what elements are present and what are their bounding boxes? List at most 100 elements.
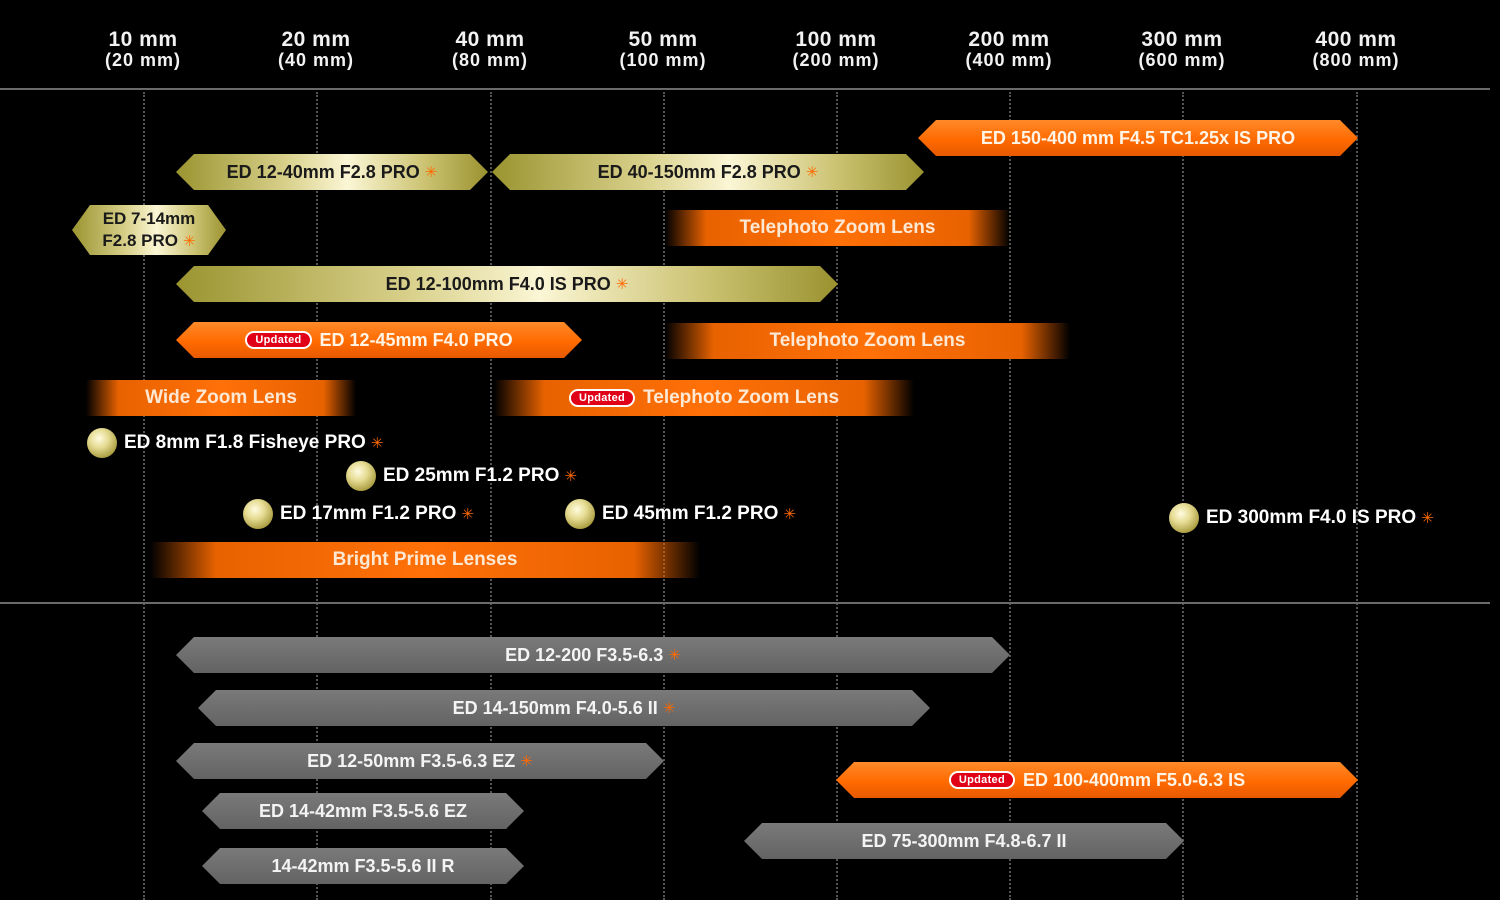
lens-bar-7-14: ED 7-14mm F2.8 PRO ✳ <box>72 205 226 255</box>
category-label: Telephoto Zoom Lens <box>769 330 966 351</box>
asterisk-icon: ✳ <box>370 435 384 452</box>
lens-label-line2: F2.8 PRO <box>102 230 178 250</box>
gridline <box>836 92 838 900</box>
gridline <box>663 92 665 900</box>
asterisk-icon: ✳ <box>662 700 676 717</box>
asterisk-icon: ✳ <box>183 232 196 250</box>
updated-badge: Updated <box>949 771 1015 789</box>
prime-label: ED 8mm F1.8 Fisheye PRO <box>124 432 366 453</box>
asterisk-icon: ✳ <box>461 506 474 523</box>
prime-17mm: ED 17mm F1.2 PRO ✳ <box>243 498 474 530</box>
lens-bar-100-400: Updated ED 100-400mm F5.0-6.3 IS <box>836 762 1358 798</box>
lens-bar-14-42-ez: ED 14-42mm F3.5-5.6 EZ <box>202 793 524 829</box>
lens-label: ED 100-400mm F5.0-6.3 IS <box>1022 769 1246 790</box>
lens-bar-12-100: ED 12-100mm F4.0 IS PRO ✳ <box>176 266 838 302</box>
prime-lens-icon <box>565 499 595 529</box>
lens-label: ED 12-200 F3.5-6.3 <box>505 644 664 665</box>
prime-label: ED 300mm F4.0 IS PRO <box>1206 507 1417 528</box>
category-label: Telephoto Zoom Lens <box>739 217 936 238</box>
axis-equivalent: (100 mm) <box>619 50 707 70</box>
axis-focal-length: 400 mm <box>1315 28 1397 51</box>
lens-label-line2-wrap: F2.8 PRO ✳ <box>102 230 195 253</box>
axis-focal-length: 20 mm <box>281 28 351 51</box>
asterisk-icon: ✳ <box>805 164 819 181</box>
lens-bar-12-40: ED 12-40mm F2.8 PRO ✳ <box>176 154 488 190</box>
axis-label-300mm: 300 mm (600 mm) <box>1112 28 1252 70</box>
updated-badge: Updated <box>245 331 311 349</box>
prime-lens-icon <box>87 428 117 458</box>
lens-bar-150-400: ED 150-400 mm F4.5 TC1.25x IS PRO <box>918 120 1358 156</box>
prime-45mm: ED 45mm F1.2 PRO ✳ <box>565 498 796 530</box>
category-telephoto-zoom-1: Telephoto Zoom Lens <box>665 210 1010 246</box>
prime-8mm: ED 8mm F1.8 Fisheye PRO ✳ <box>87 427 383 459</box>
category-telephoto-zoom-2: Telephoto Zoom Lens <box>665 323 1070 359</box>
axis-label-200mm: 200 mm (400 mm) <box>939 28 1079 70</box>
asterisk-icon: ✳ <box>564 468 577 485</box>
lens-bar-14-42-r: 14-42mm F3.5-5.6 II R <box>202 848 524 884</box>
lens-bar-75-300: ED 75-300mm F4.8-6.7 II <box>744 823 1184 859</box>
prime-label: ED 25mm F1.2 PRO <box>383 465 560 486</box>
lens-label: ED 12-50mm F3.5-6.3 EZ <box>307 750 516 771</box>
axis-equivalent: (20 mm) <box>104 50 182 70</box>
category-wide-zoom: Wide Zoom Lens <box>86 380 356 416</box>
asterisk-icon: ✳ <box>615 276 629 293</box>
asterisk-icon: ✳ <box>520 753 533 770</box>
axis-equivalent: (40 mm) <box>277 50 355 70</box>
category-bright-primes: Bright Prime Lenses <box>150 542 700 578</box>
lens-label: ED 40-150mm F2.8 PRO <box>597 161 801 182</box>
category-label: Telephoto Zoom Lens <box>643 387 840 408</box>
axis-equivalent: (400 mm) <box>965 50 1053 70</box>
axis-label-400mm: 400 mm (800 mm) <box>1286 28 1426 70</box>
lens-label: ED 12-100mm F4.0 IS PRO <box>385 273 611 294</box>
gridline <box>1356 92 1358 900</box>
gridline <box>490 92 492 900</box>
lens-bar-12-50: ED 12-50mm F3.5-6.3 EZ ✳ <box>176 743 664 779</box>
gridline <box>316 92 318 900</box>
lens-label: ED 75-300mm F4.8-6.7 II <box>861 830 1067 851</box>
axis-focal-length: 50 mm <box>628 28 698 51</box>
axis-label-20mm: 20 mm (40 mm) <box>246 28 386 70</box>
updated-badge: Updated <box>568 389 636 407</box>
axis-label-40mm: 40 mm (80 mm) <box>420 28 560 70</box>
axis-equivalent: (800 mm) <box>1312 50 1400 70</box>
category-label: Wide Zoom Lens <box>145 387 297 408</box>
lens-label-line1: ED 7-14mm <box>102 208 196 228</box>
prime-label: ED 17mm F1.2 PRO <box>280 503 457 524</box>
asterisk-icon: ✳ <box>424 164 438 181</box>
axis-focal-length: 300 mm <box>1141 28 1223 51</box>
axis-equivalent: (200 mm) <box>792 50 880 70</box>
lens-bar-12-200: ED 12-200 F3.5-6.3 ✳ <box>176 637 1010 673</box>
prime-lens-icon <box>346 461 376 491</box>
axis-label-50mm: 50 mm (100 mm) <box>593 28 733 70</box>
prime-25mm: ED 25mm F1.2 PRO ✳ <box>346 460 577 492</box>
prime-lens-icon <box>1169 503 1199 533</box>
prime-lens-icon <box>243 499 273 529</box>
section-divider <box>0 602 1490 604</box>
axis-focal-length: 200 mm <box>968 28 1050 51</box>
lens-label: ED 12-40mm F2.8 PRO <box>226 161 420 182</box>
axis-focal-length: 10 mm <box>108 28 178 51</box>
asterisk-icon: ✳ <box>1421 510 1434 527</box>
axis-equivalent: (600 mm) <box>1138 50 1226 70</box>
category-telephoto-zoom-updated: Updated Telephoto Zoom Lens <box>494 380 914 416</box>
lens-label: ED 12-45mm F4.0 PRO <box>319 329 513 350</box>
lens-label: ED 14-42mm F3.5-5.6 EZ <box>258 800 468 821</box>
category-label: Bright Prime Lenses <box>332 549 518 570</box>
gridline <box>143 92 145 900</box>
axis-label-10mm: 10 mm (20 mm) <box>73 28 213 70</box>
gridline <box>1009 92 1011 900</box>
lens-bar-14-150: ED 14-150mm F4.0-5.6 II ✳ <box>198 690 930 726</box>
prime-label: ED 45mm F1.2 PRO <box>602 503 779 524</box>
header-divider <box>0 88 1490 90</box>
lens-bar-12-45: Updated ED 12-45mm F4.0 PRO <box>176 322 582 358</box>
axis-equivalent: (80 mm) <box>451 50 529 70</box>
lens-label: ED 14-150mm F4.0-5.6 II <box>452 697 658 718</box>
axis-focal-length: 40 mm <box>455 28 525 51</box>
asterisk-icon: ✳ <box>783 506 796 523</box>
axis-label-100mm: 100 mm (200 mm) <box>766 28 906 70</box>
asterisk-icon: ✳ <box>668 647 681 664</box>
prime-300mm: ED 300mm F4.0 IS PRO ✳ <box>1169 502 1434 534</box>
axis-focal-length: 100 mm <box>795 28 877 51</box>
lens-label: 14-42mm F3.5-5.6 II R <box>271 855 455 876</box>
